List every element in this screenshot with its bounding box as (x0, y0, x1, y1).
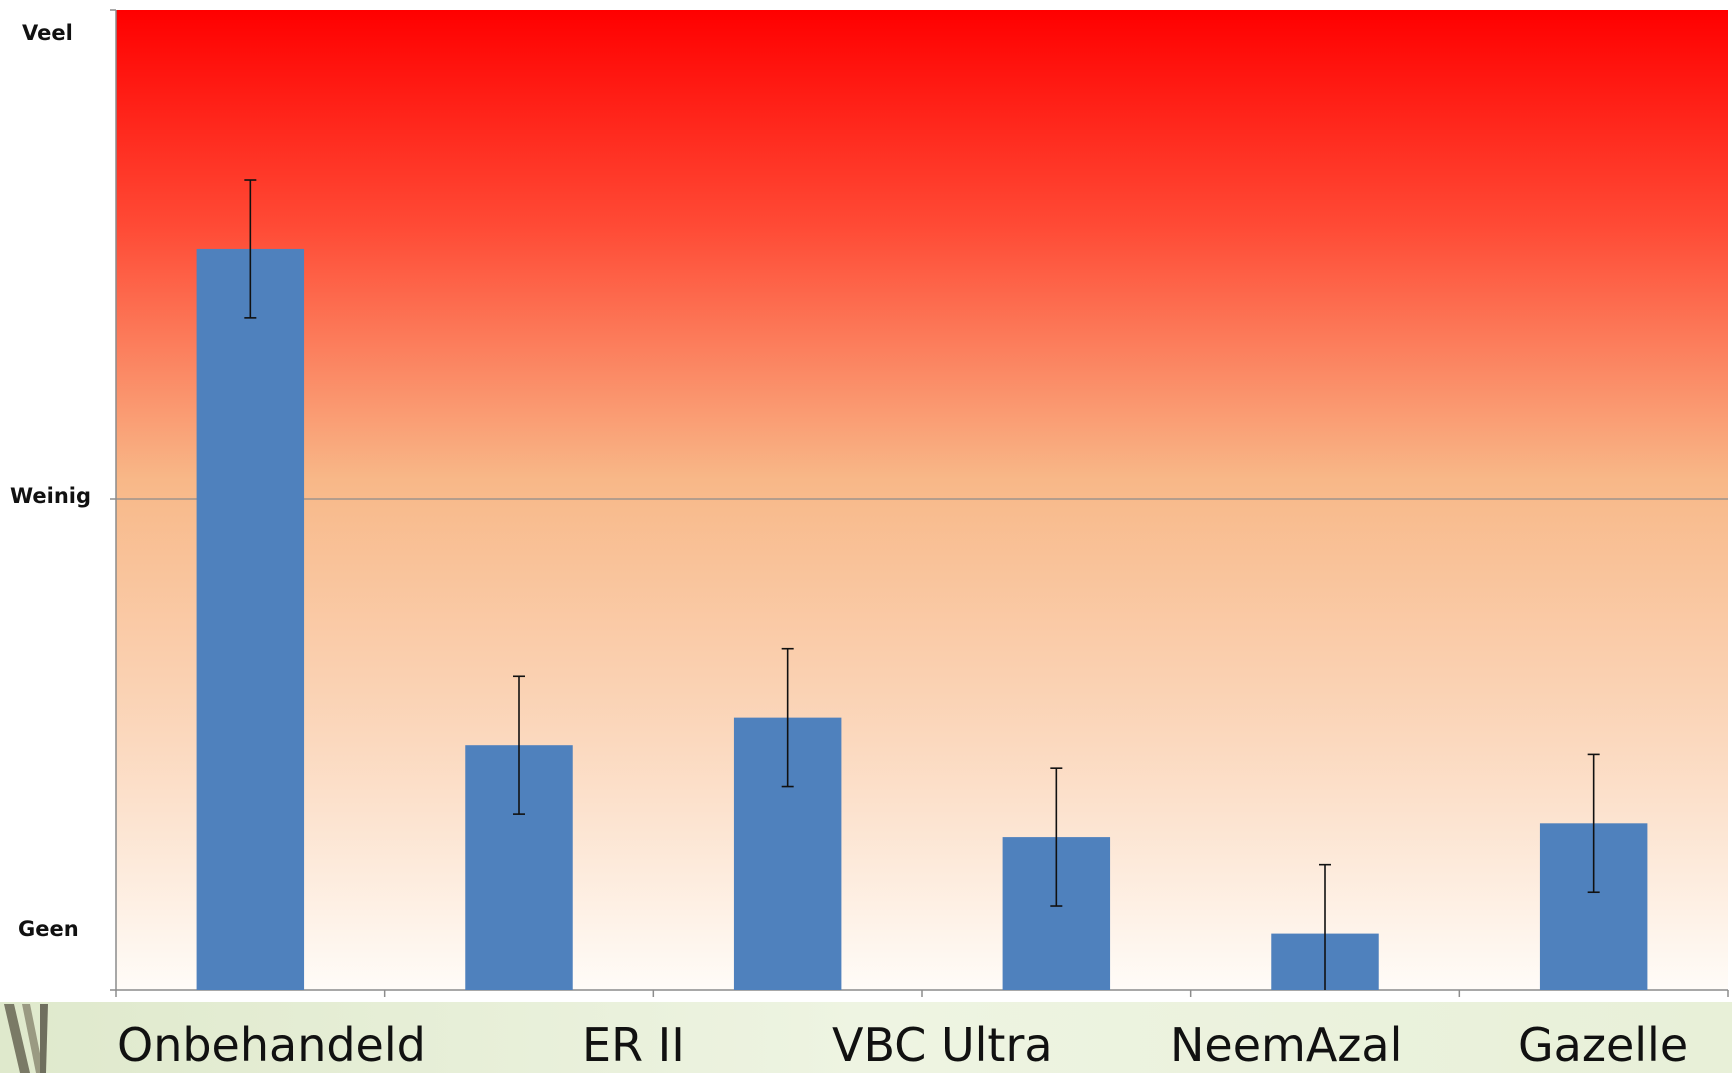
bars (196, 248, 1648, 990)
y-tick-label-veel: Veel (22, 21, 73, 45)
error-bars (244, 179, 1600, 990)
x-tick-label-vbc-ultra: VBC Ultra (832, 1018, 1053, 1072)
corner-logo-icon (4, 1004, 48, 1073)
y-tick-label-geen: Geen (18, 917, 79, 941)
x-category-dividers (115, 990, 1729, 997)
footer-band (0, 1002, 1732, 1073)
plot-area (116, 10, 1728, 990)
x-tick-label-gazelle: Gazelle (1518, 1018, 1688, 1072)
y-ticks: Veel Weinig Geen (10, 9, 116, 991)
x-tick-labels: Onbehandeld ER II VBC Ultra NeemAzal Gaz… (117, 1018, 1688, 1072)
error-bar (781, 647, 794, 788)
x-tick-label-er-ii: ER II (582, 1018, 685, 1072)
error-bar (1319, 863, 1331, 990)
y-tick-label-weinig: Weinig (10, 484, 91, 508)
error-bar (513, 675, 525, 815)
error-bar (1587, 753, 1600, 894)
x-tick-label-onbehandeld: Onbehandeld (117, 1018, 426, 1072)
x-tick-label-neemazal: NeemAzal (1170, 1018, 1402, 1072)
error-bar (244, 179, 257, 319)
bar (196, 248, 305, 990)
error-bar (1050, 767, 1063, 907)
